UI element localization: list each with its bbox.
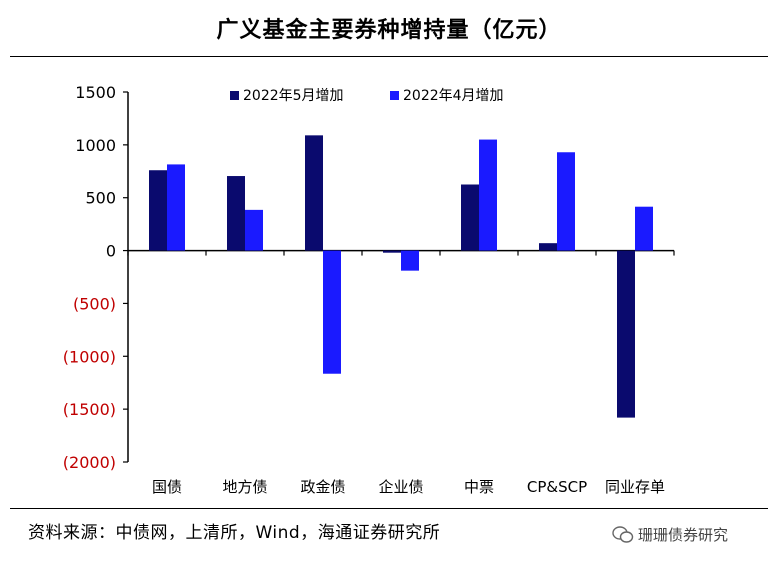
bar-may-6 <box>539 243 557 251</box>
x-category-label: 国债 <box>152 478 182 496</box>
chart-title: 广义基金主要券种增持量（亿元） <box>216 17 562 43</box>
x-category-label: 同业存单 <box>605 478 665 496</box>
bar-april-7 <box>635 206 653 251</box>
x-category-label: 地方债 <box>222 478 267 496</box>
source-note: 资料来源：中债网，上清所，Wind，海通证券研究所 <box>28 523 441 543</box>
bar-april-5 <box>479 139 497 251</box>
legend-swatch <box>390 91 399 100</box>
wechat-icon <box>612 525 634 543</box>
bar-may-5 <box>461 184 479 251</box>
legend-label: 2022年4月增加 <box>403 88 504 104</box>
legend-label: 2022年5月增加 <box>243 88 344 104</box>
title-divider <box>10 56 768 57</box>
bar-may-3 <box>305 135 323 251</box>
watermark: 珊珊债券研究 <box>612 524 728 545</box>
x-category-label: 中票 <box>464 478 494 496</box>
x-category-label: 政金债 <box>300 478 345 496</box>
x-category-label: 企业债 <box>378 478 423 496</box>
y-tick-label: (500) <box>73 294 116 313</box>
bar-april-6 <box>557 152 575 251</box>
bar-may-1 <box>149 170 167 251</box>
bar-april-1 <box>167 164 185 251</box>
bar-may-7 <box>617 250 635 418</box>
y-tick-label: 1500 <box>75 83 116 102</box>
bar-may-4 <box>383 250 401 253</box>
chart-labels: 1500 1000 500 0 (500) (1000) (1500) (2000) 国债 地方债… <box>63 83 665 496</box>
watermark-text: 珊珊债券研究 <box>638 526 729 544</box>
bar-april-4 <box>401 250 419 271</box>
y-tick-label: (1500) <box>63 400 116 419</box>
y-tick-label: 500 <box>85 189 116 208</box>
bar-april-2 <box>245 209 263 251</box>
chart-bars <box>149 135 653 418</box>
legend-swatch <box>230 91 239 100</box>
y-tick-label: 1000 <box>75 136 116 155</box>
x-category-label: CP&SCP <box>527 478 587 496</box>
y-tick-label: 0 <box>106 242 116 261</box>
chart-axes <box>123 91 675 463</box>
y-tick-label: (2000) <box>63 453 116 472</box>
y-tick-label: (1000) <box>63 347 116 366</box>
chart-legend: 2022年5月增加 2022年4月增加 <box>230 88 504 104</box>
bar-april-3 <box>323 250 341 374</box>
footer-divider <box>10 508 768 509</box>
bar-may-2 <box>227 176 245 251</box>
